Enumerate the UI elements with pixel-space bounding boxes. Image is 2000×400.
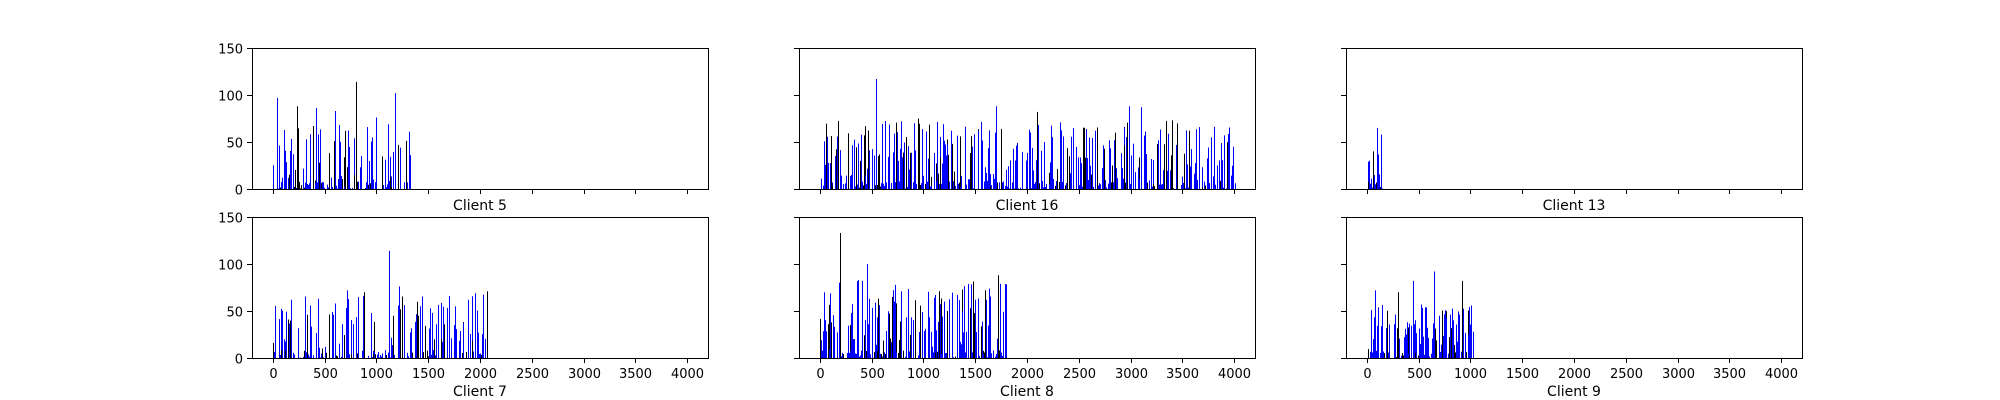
bar-series xyxy=(1368,127,1383,189)
x-tick-label: 2000 xyxy=(1011,367,1044,382)
x-tick-label: 500 xyxy=(313,367,338,382)
x-axis-label: Client 9 xyxy=(1547,384,1601,400)
subplot-client-16: Client 16 xyxy=(794,48,1256,214)
x-tick-label: 1000 xyxy=(1454,367,1487,382)
x-tick-label: 4000 xyxy=(1218,367,1251,382)
x-tick-label: 1500 xyxy=(1506,367,1539,382)
y-tick-label: 0 xyxy=(235,353,243,368)
subplot-client-13: Client 13 xyxy=(1341,48,1803,214)
x-tick-label: 3500 xyxy=(619,367,652,382)
bar-series xyxy=(820,232,1007,358)
bar-series xyxy=(1368,271,1474,358)
subplot-grid: 0 50 100 150 Client 5 Client 16 Client 13 0 50 10… xyxy=(218,43,1803,400)
x-tick-label: 4000 xyxy=(1765,367,1798,382)
x-tick-label: 500 xyxy=(1407,367,1432,382)
x-tick-label: 0 xyxy=(816,367,824,382)
x-axis-label: Client 16 xyxy=(996,198,1059,214)
y-tick-label: 150 xyxy=(218,212,243,227)
y-tick-label: 100 xyxy=(218,259,243,274)
x-tick-label: 2500 xyxy=(516,367,549,382)
x-tick-label: 2500 xyxy=(1063,367,1096,382)
x-tick-label: 2500 xyxy=(1610,367,1643,382)
x-tick-label: 1000 xyxy=(907,367,940,382)
bar-series xyxy=(273,250,488,358)
x-tick-label: 1500 xyxy=(412,367,445,382)
y-tick-label: 150 xyxy=(218,43,243,58)
subplot-client-5: 0 50 100 150 Client 5 xyxy=(218,43,709,214)
y-tick-label: 100 xyxy=(218,90,243,105)
x-tick-label: 2000 xyxy=(1558,367,1591,382)
subplot-client-8: 0 500 1000 1500 2000 2500 3000 3500 4000 Client 8 xyxy=(794,217,1256,400)
x-axis-label: Client 13 xyxy=(1543,198,1606,214)
x-tick-label: 3500 xyxy=(1713,367,1746,382)
x-axis-label: Client 7 xyxy=(453,384,507,400)
x-tick-label: 1000 xyxy=(360,367,393,382)
x-tick-label: 3500 xyxy=(1166,367,1199,382)
x-tick-label: 4000 xyxy=(671,367,704,382)
x-tick-label: 3000 xyxy=(1662,367,1695,382)
x-tick-label: 2000 xyxy=(464,367,497,382)
bar-series xyxy=(821,79,1236,189)
x-tick-label: 500 xyxy=(860,367,885,382)
x-tick-label: 3000 xyxy=(1115,367,1148,382)
x-tick-label: 3000 xyxy=(568,367,601,382)
bar-series xyxy=(273,81,411,189)
y-tick-label: 50 xyxy=(226,306,243,321)
subplot-client-9: 0 500 1000 1500 2000 2500 3000 3500 4000 Client 9 xyxy=(1341,217,1803,400)
x-axis-label: Client 8 xyxy=(1000,384,1054,400)
x-tick-label: 1500 xyxy=(959,367,992,382)
x-axis-label: Client 5 xyxy=(453,198,507,214)
y-tick-label: 50 xyxy=(226,137,243,152)
x-tick-label: 0 xyxy=(269,367,277,382)
x-tick-label: 0 xyxy=(1363,367,1371,382)
y-tick-label: 0 xyxy=(235,184,243,199)
